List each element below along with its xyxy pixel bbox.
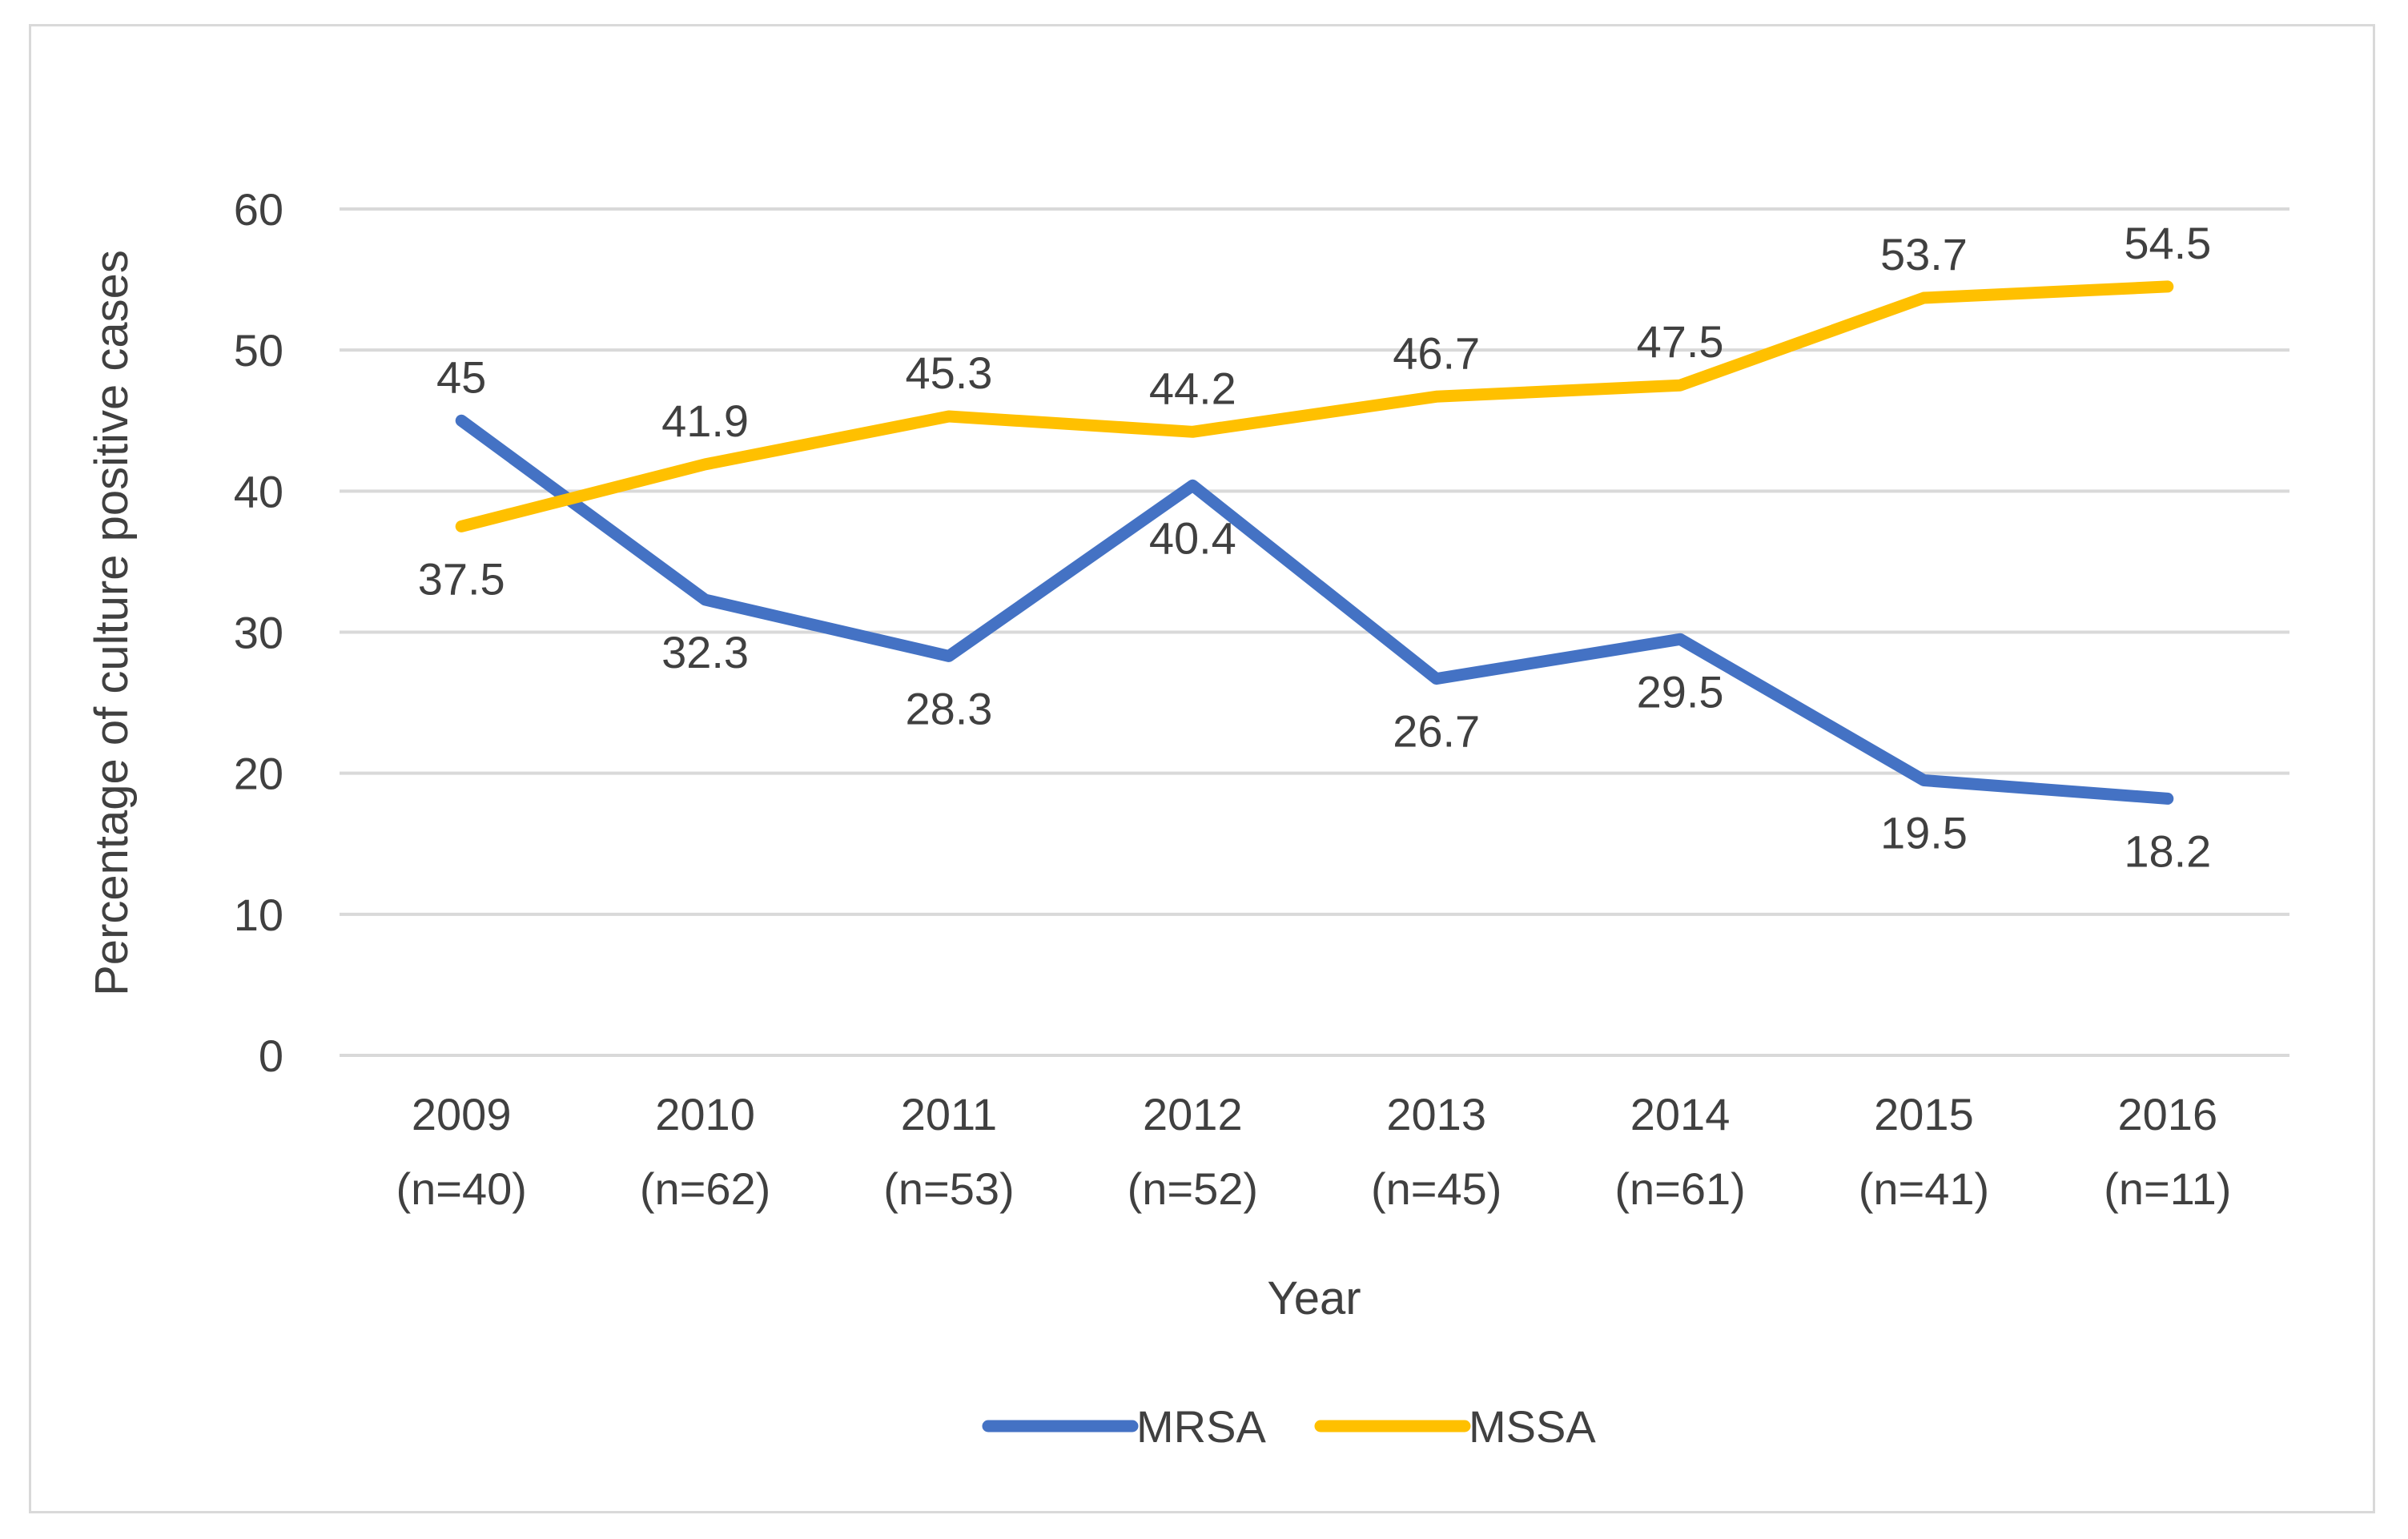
data-labels: 45 32.3 28.3 40.4 26.7 29.5 19.5 18.2 37.5 41.9 45… xyxy=(418,218,2212,876)
data-label-mrsa: 45 xyxy=(436,352,486,402)
data-label-mssa: 41.9 xyxy=(661,396,749,446)
legend: MRSA MSSA xyxy=(982,1401,1596,1452)
x-tick-count: (n=52) xyxy=(1128,1163,1258,1214)
series-line-mrsa xyxy=(455,414,2174,805)
data-label-mrsa: 19.5 xyxy=(1880,807,1968,858)
x-tick-year: 2016 xyxy=(2118,1089,2218,1139)
data-label-mrsa: 18.2 xyxy=(2124,826,2211,876)
x-tick-count: (n=41) xyxy=(1859,1163,1989,1214)
x-tick-count: (n=61) xyxy=(1614,1163,1745,1214)
y-axis-ticks: 0 10 20 30 40 50 60 xyxy=(234,184,283,1081)
y-axis-title: Percentage of culture positive cases xyxy=(86,250,138,996)
x-tick-count: (n=11) xyxy=(2104,1163,2231,1214)
x-tick-count: (n=62) xyxy=(640,1163,770,1214)
x-tick-year: 2009 xyxy=(412,1089,512,1139)
data-label-mrsa: 29.5 xyxy=(1637,666,1724,717)
data-label-mssa: 53.7 xyxy=(1880,229,1968,279)
data-label-mrsa: 32.3 xyxy=(661,627,749,677)
data-label-mssa: 47.5 xyxy=(1637,316,1724,367)
y-tick-label: 50 xyxy=(234,325,283,376)
x-tick-year: 2014 xyxy=(1630,1089,1731,1139)
y-tick-label: 0 xyxy=(259,1031,283,1081)
chart-frame: 0 10 20 30 40 50 60 2009 (n=40) 2010 (n=62) 2011 (n… xyxy=(29,24,2375,1513)
y-tick-label: 20 xyxy=(234,749,283,799)
y-tick-label: 30 xyxy=(234,608,283,658)
x-tick-year: 2015 xyxy=(1874,1089,1974,1139)
data-label-mssa: 45.3 xyxy=(905,348,992,398)
x-tick-count: (n=40) xyxy=(396,1163,526,1214)
data-label-mssa: 37.5 xyxy=(418,553,505,604)
x-tick-year: 2012 xyxy=(1143,1089,1243,1139)
gridlines xyxy=(340,207,2289,1057)
x-tick-year: 2010 xyxy=(655,1089,755,1139)
series-lines xyxy=(455,280,2174,805)
x-axis-ticks: 2009 (n=40) 2010 (n=62) 2011 (n=53) 2012 (n=52)… xyxy=(396,1089,2231,1214)
x-tick-year: 2011 xyxy=(901,1089,997,1139)
x-axis-title: Year xyxy=(1267,1272,1361,1324)
x-tick-count: (n=45) xyxy=(1371,1163,1501,1214)
series-line-mssa xyxy=(455,280,2174,532)
y-tick-label: 10 xyxy=(234,890,283,940)
data-label-mrsa: 40.4 xyxy=(1149,512,1236,563)
line-chart: 0 10 20 30 40 50 60 2009 (n=40) 2010 (n=62) 2011 (n… xyxy=(86,184,2289,1452)
data-label-mrsa: 28.3 xyxy=(905,683,992,733)
data-label-mssa: 44.2 xyxy=(1149,363,1236,413)
data-label-mssa: 54.5 xyxy=(2124,218,2211,268)
x-tick-count: (n=53) xyxy=(883,1163,1014,1214)
legend-label-mssa: MSSA xyxy=(1469,1401,1596,1452)
y-tick-label: 60 xyxy=(234,184,283,235)
y-tick-label: 40 xyxy=(234,466,283,516)
x-tick-year: 2013 xyxy=(1386,1089,1486,1139)
data-label-mssa: 46.7 xyxy=(1393,327,1480,378)
data-label-mrsa: 26.7 xyxy=(1393,706,1480,757)
legend-label-mrsa: MRSA xyxy=(1136,1401,1266,1452)
